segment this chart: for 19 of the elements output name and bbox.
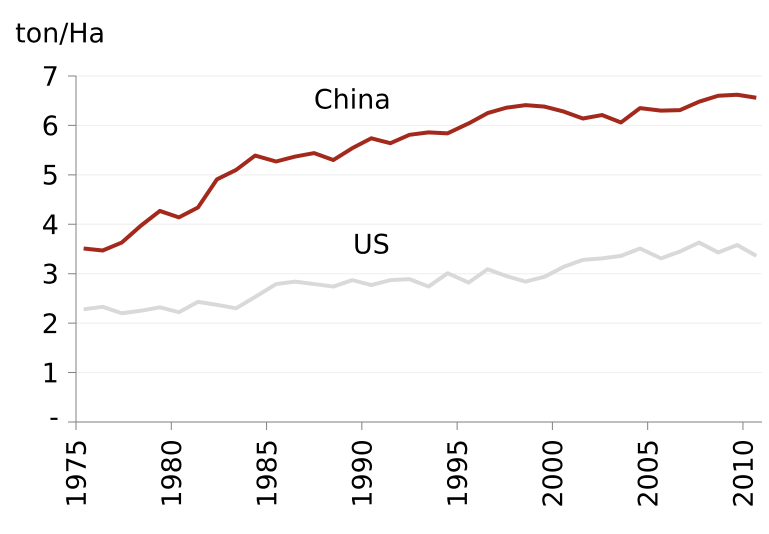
x-tick-label: 1995 bbox=[446, 442, 468, 505]
y-tick-label: - bbox=[50, 418, 58, 420]
series-label: US bbox=[355, 234, 388, 254]
x-tick-label: 1975 bbox=[66, 442, 86, 505]
series-label: China bbox=[315, 88, 388, 109]
x-tick-label: 1990 bbox=[352, 440, 372, 505]
y-tick-label: 7 bbox=[44, 66, 57, 86]
x-tick-label: 2005 bbox=[637, 442, 658, 506]
y-tick-label: 2 bbox=[44, 313, 56, 334]
x-tick-label: 2010 bbox=[732, 440, 754, 506]
y-tick-label: 3 bbox=[44, 264, 57, 284]
y-tick-label: 1 bbox=[44, 362, 56, 382]
y-tick-label: 6 bbox=[44, 115, 58, 136]
x-tick-label: 1985 bbox=[256, 442, 277, 505]
x-tick-label: 1980 bbox=[161, 440, 182, 505]
y-axis-title: ton/Ha bbox=[16, 22, 103, 45]
x-tick-label: 2000 bbox=[542, 440, 563, 506]
y-tick-label: 5 bbox=[44, 164, 57, 185]
y-tick-label: 4 bbox=[43, 214, 58, 234]
